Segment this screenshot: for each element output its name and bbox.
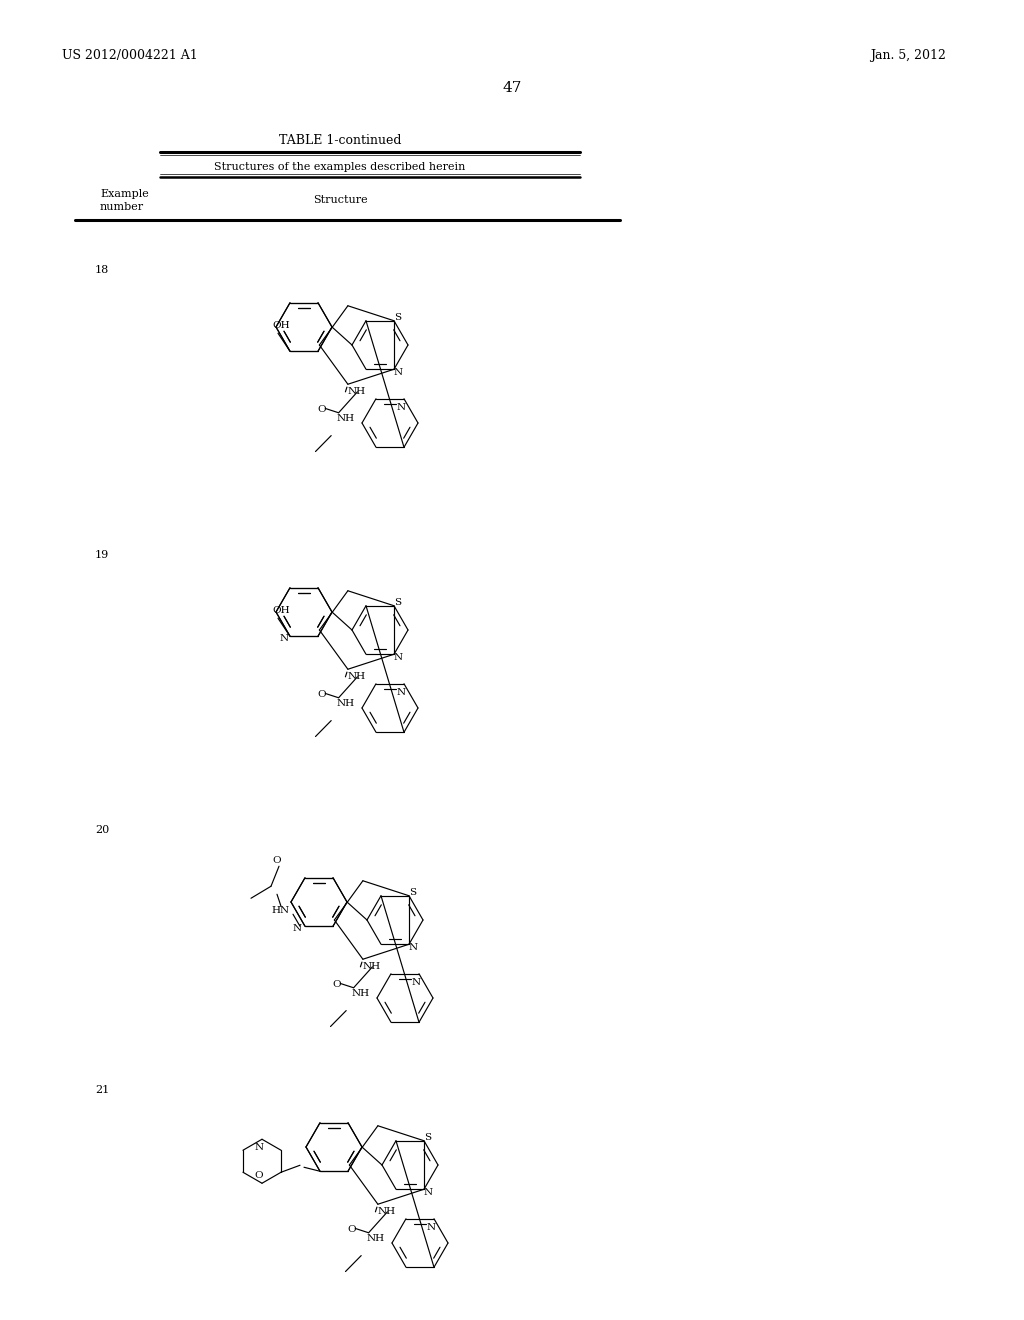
Text: OH: OH [272, 321, 290, 330]
Text: Structures of the examples described herein: Structures of the examples described her… [214, 162, 466, 172]
Text: NH: NH [352, 989, 370, 998]
Text: O: O [333, 979, 341, 989]
Text: NH: NH [337, 414, 355, 422]
Text: TABLE 1-continued: TABLE 1-continued [279, 133, 401, 147]
Text: O: O [317, 690, 326, 698]
Text: NH: NH [337, 700, 355, 708]
Text: 21: 21 [95, 1085, 110, 1096]
Text: US 2012/0004221 A1: US 2012/0004221 A1 [62, 49, 198, 62]
Text: NH: NH [378, 1208, 395, 1216]
Text: Jan. 5, 2012: Jan. 5, 2012 [870, 49, 946, 62]
Text: N: N [412, 978, 421, 987]
Text: S: S [394, 598, 401, 607]
Text: O: O [317, 405, 326, 414]
Text: NH: NH [367, 1234, 385, 1243]
Text: N: N [393, 652, 402, 661]
Text: O: O [347, 1225, 356, 1234]
Text: N: N [409, 942, 418, 952]
Text: NH: NH [347, 387, 366, 396]
Text: HN: HN [271, 906, 289, 915]
Text: NH: NH [362, 962, 381, 972]
Text: number: number [100, 202, 144, 213]
Text: O: O [272, 855, 282, 865]
Text: N: N [293, 924, 301, 933]
Text: NH: NH [347, 672, 366, 681]
Text: Structure: Structure [312, 195, 368, 205]
Text: 19: 19 [95, 550, 110, 560]
Text: N: N [280, 634, 289, 643]
Text: N: N [393, 368, 402, 376]
Text: 18: 18 [95, 265, 110, 275]
Text: N: N [426, 1224, 435, 1233]
Text: N: N [254, 1143, 263, 1152]
Text: N: N [396, 403, 406, 412]
Text: S: S [394, 313, 401, 322]
Text: O: O [255, 1171, 263, 1180]
Text: N: N [424, 1188, 432, 1197]
Text: S: S [410, 888, 417, 898]
Text: 47: 47 [503, 81, 521, 95]
Text: Example: Example [100, 189, 148, 199]
Text: S: S [425, 1134, 431, 1142]
Text: N: N [396, 688, 406, 697]
Text: 20: 20 [95, 825, 110, 836]
Text: OH: OH [272, 606, 290, 615]
